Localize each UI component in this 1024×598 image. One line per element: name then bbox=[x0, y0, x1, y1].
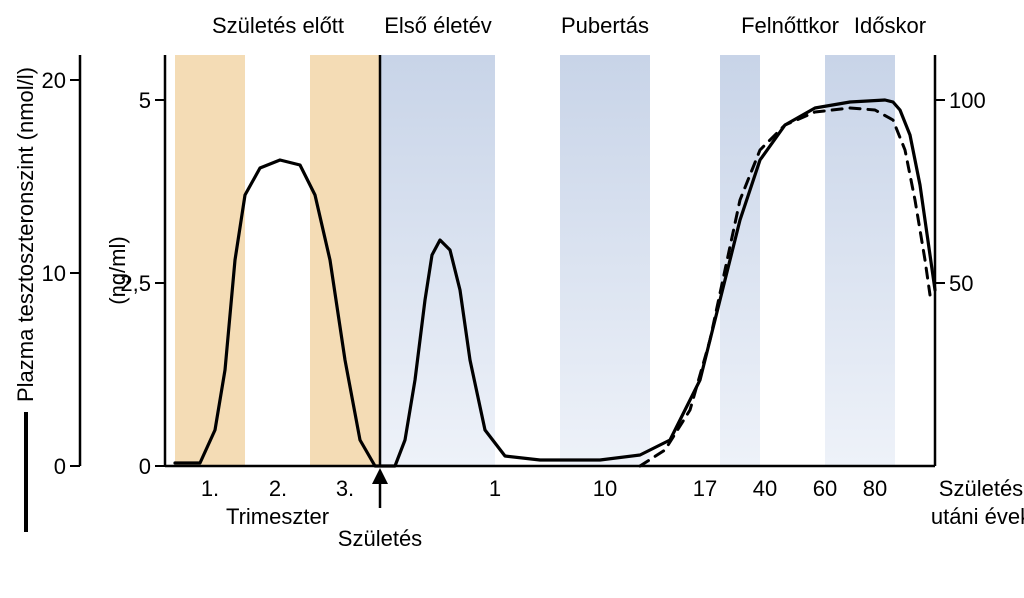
svg-text:utáni évek: utáni évek bbox=[931, 504, 1024, 529]
svg-text:40: 40 bbox=[753, 476, 777, 501]
svg-text:50: 50 bbox=[949, 271, 973, 296]
svg-text:Születés: Születés bbox=[939, 476, 1023, 501]
chart-svg: Születés előtt Első életév Pubertás Felnőtt… bbox=[0, 0, 1024, 598]
left-legend: Plazma tesztoszteronszint (nmol/l) bbox=[8, 0, 44, 598]
svg-text:1.: 1. bbox=[201, 476, 219, 501]
svg-text:2.: 2. bbox=[269, 476, 287, 501]
data-series bbox=[175, 100, 935, 466]
testosterone-lifespan-chart: Plazma tesztoszteronszint (nmol/l) Szüle… bbox=[0, 0, 1024, 598]
svg-text:Születés: Születés bbox=[338, 526, 422, 551]
svg-text:1: 1 bbox=[489, 476, 501, 501]
svg-text:Születés előtt: Születés előtt bbox=[212, 13, 344, 38]
life-stage-bands bbox=[175, 55, 895, 466]
svg-text:10: 10 bbox=[42, 261, 66, 286]
svg-text:Pubertás: Pubertás bbox=[561, 13, 649, 38]
svg-text:Első életév: Első életév bbox=[384, 13, 492, 38]
svg-text:17: 17 bbox=[693, 476, 717, 501]
svg-text:5: 5 bbox=[139, 88, 151, 113]
svg-text:0: 0 bbox=[54, 454, 66, 479]
x-ticks: 1. 2. 3. Trimeszter 1 10 17 40 60 80 Születés utáni… bbox=[201, 476, 1024, 529]
y-axis-inner-label: (ng/ml) bbox=[105, 236, 130, 304]
svg-text:0: 0 bbox=[139, 454, 151, 479]
svg-text:Időskor: Időskor bbox=[854, 13, 926, 38]
legend-solid-line-sample bbox=[24, 412, 28, 532]
svg-text:Trimeszter: Trimeszter bbox=[226, 504, 329, 529]
svg-text:60: 60 bbox=[813, 476, 837, 501]
svg-text:20: 20 bbox=[42, 68, 66, 93]
top-stage-labels: Születés előtt Első életév Pubertás Felnőtt… bbox=[212, 13, 926, 38]
svg-text:Felnőttkor: Felnőttkor bbox=[741, 13, 839, 38]
y-axis-outer-label: Plazma tesztoszteronszint (nmol/l) bbox=[13, 67, 39, 402]
svg-text:3.: 3. bbox=[336, 476, 354, 501]
solid-testosterone-line bbox=[175, 100, 935, 466]
svg-text:100: 100 bbox=[949, 88, 986, 113]
svg-text:10: 10 bbox=[593, 476, 617, 501]
svg-text:80: 80 bbox=[863, 476, 887, 501]
